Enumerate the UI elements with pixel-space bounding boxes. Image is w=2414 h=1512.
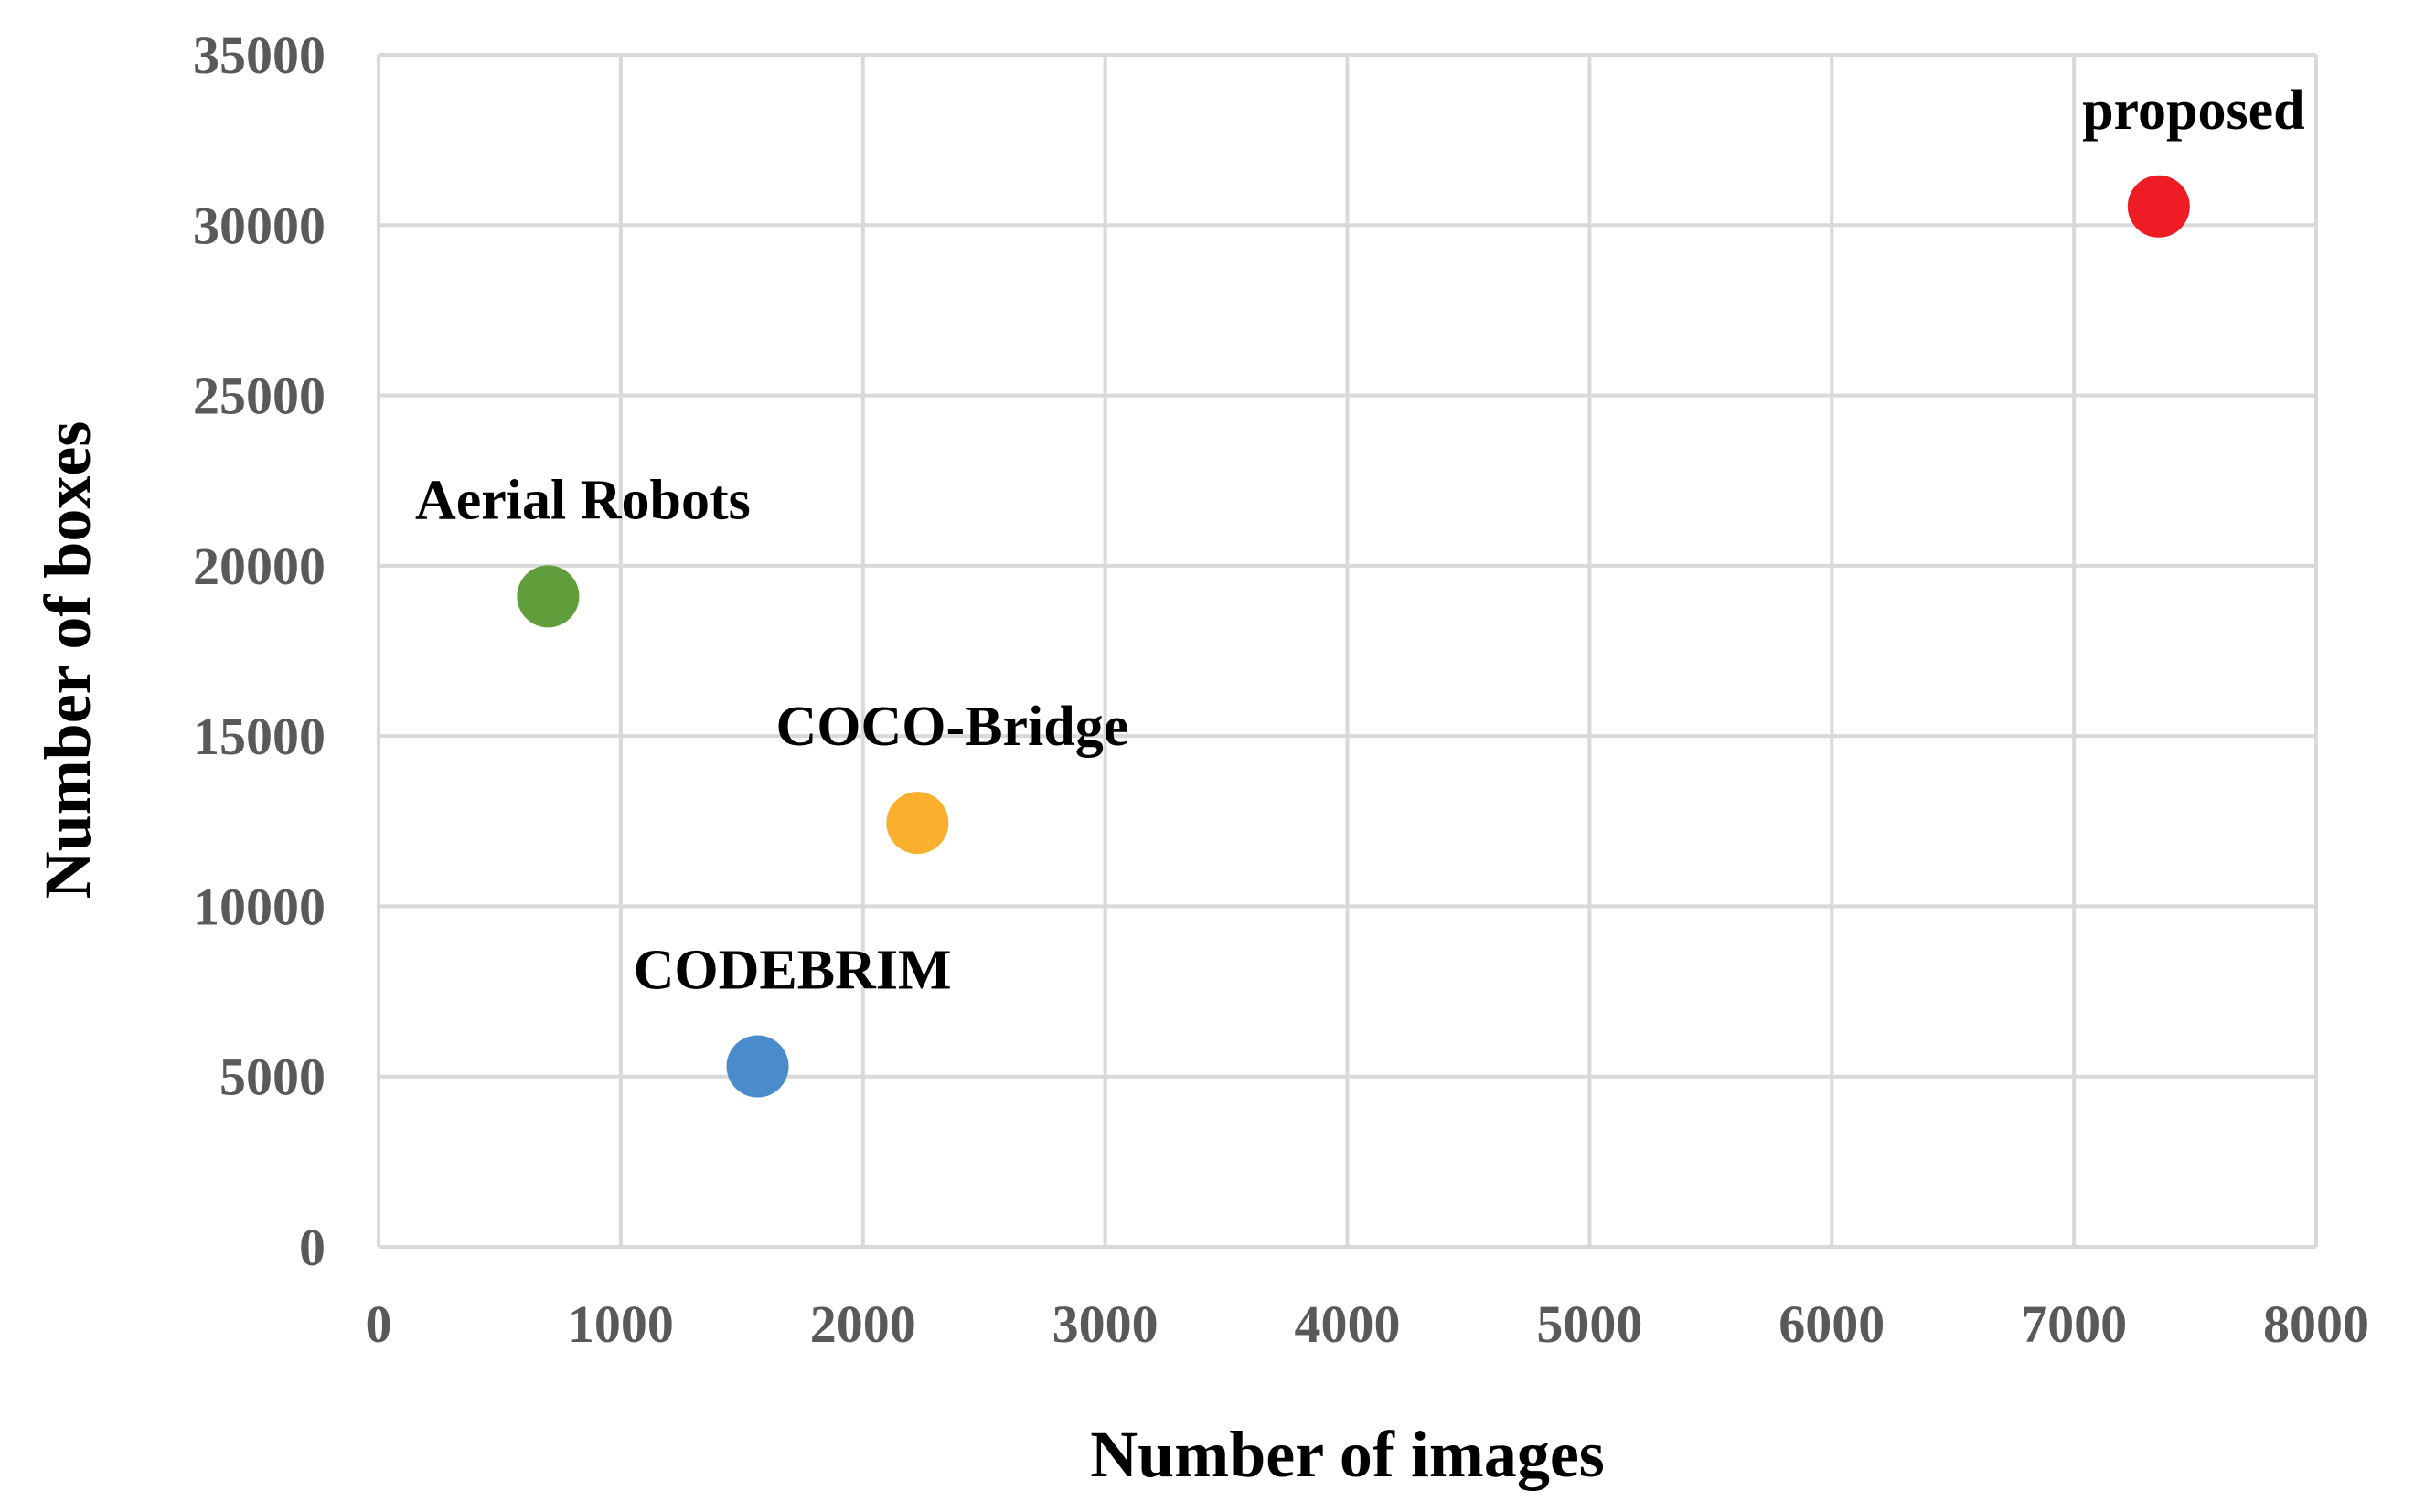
data-label: Aerial Robots: [415, 469, 751, 531]
x-tick-label: 4000: [1295, 1294, 1401, 1354]
x-tick-label: 1000: [568, 1294, 674, 1354]
x-tick-label: 5000: [1536, 1294, 1642, 1354]
y-axis-title: Number of boxes: [31, 421, 104, 900]
y-tick-label: 5000: [219, 1048, 326, 1107]
x-tick-label: 7000: [2021, 1294, 2127, 1354]
data-point: [2127, 175, 2190, 238]
y-tick-label: 20000: [193, 537, 326, 596]
y-tick-label: 30000: [193, 196, 326, 255]
data-point: [886, 792, 949, 855]
data-points: [517, 175, 2190, 1098]
data-label: COCO-Bridge: [775, 696, 1128, 758]
point-labels: Aerial Robots COCO-Bridge CODEBRIM proposed: [415, 80, 2305, 1002]
y-tick-label: 0: [299, 1218, 326, 1277]
data-label: CODEBRIM: [634, 940, 952, 1002]
y-tick-label: 15000: [193, 707, 326, 766]
x-axis-title: Number of images: [1090, 1418, 1605, 1491]
y-tick-label: 25000: [193, 367, 326, 426]
grid-layer: [377, 53, 2318, 1249]
tick-labels: 0 1000 2000 3000 4000 5000 6000 7000 8000 0 5000 10…: [193, 26, 2369, 1354]
x-tick-label: 3000: [1052, 1294, 1159, 1354]
y-tick-label: 35000: [193, 26, 326, 85]
x-tick-label: 8000: [2263, 1294, 2369, 1354]
data-point: [726, 1035, 789, 1098]
x-tick-label: 2000: [810, 1294, 916, 1354]
data-point: [517, 565, 580, 628]
x-tick-label: 0: [366, 1294, 392, 1354]
x-tick-label: 6000: [1778, 1294, 1885, 1354]
data-label: proposed: [2082, 80, 2305, 142]
y-tick-label: 10000: [193, 877, 326, 936]
